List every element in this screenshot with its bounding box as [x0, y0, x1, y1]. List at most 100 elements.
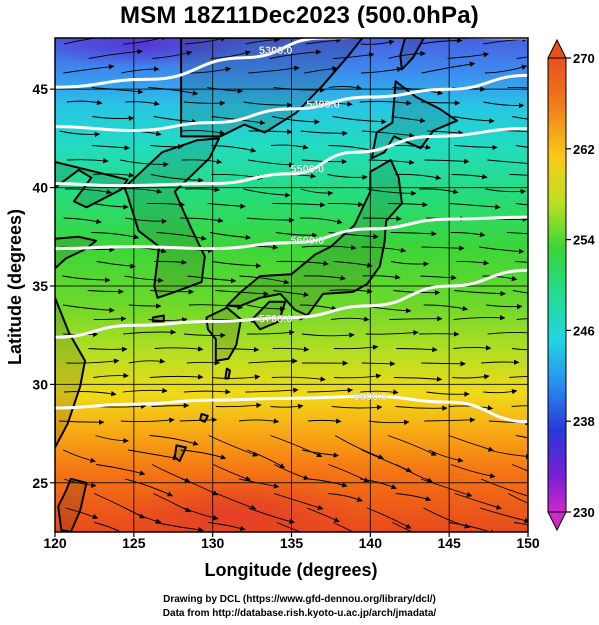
shikoku-coast [251, 300, 287, 331]
tanegashima-coast [224, 367, 231, 380]
wind-streamline [150, 289, 195, 295]
wind-streamline [420, 38, 463, 45]
wind-streamline [239, 418, 280, 424]
wind-streamline [334, 435, 384, 460]
wind-streamline [453, 315, 506, 321]
wind-streamline [248, 507, 295, 524]
wind-streamline [120, 159, 169, 168]
wind-streamline [148, 317, 188, 323]
wind-streamline [393, 376, 443, 382]
wind-streamline [66, 358, 120, 364]
wind-streamline [484, 64, 528, 74]
wind-streamline [150, 174, 204, 183]
wind-streamline [362, 274, 401, 280]
wind-streamline [361, 449, 412, 473]
wind-streamline [59, 130, 101, 138]
wind-streamline [388, 50, 426, 59]
wind-streamline [421, 361, 466, 367]
wind-streamline [64, 188, 112, 195]
wind-streamline [185, 186, 220, 193]
wind-streamline [149, 435, 199, 446]
colorbar-tick-label: 254 [573, 233, 595, 248]
wind-streamline [328, 84, 363, 91]
wind-streamline [307, 418, 342, 424]
wind-streamline [93, 316, 127, 322]
wind-streamline [248, 159, 295, 168]
height-contour-line [55, 38, 528, 89]
wind-streamline [479, 507, 528, 524]
wind-streamline [128, 449, 179, 461]
wind-streamline [215, 346, 260, 353]
wind-streamline [88, 48, 143, 59]
wind-streamline [180, 217, 224, 223]
wind-streamline [212, 261, 262, 269]
wind-streamline [450, 203, 501, 210]
wind-streamline [426, 391, 470, 397]
wind-streamline [124, 275, 164, 284]
wind-streamline [333, 261, 373, 268]
colorbar-tick-label: 270 [573, 51, 595, 66]
wind-streamline [154, 346, 204, 352]
okinawa-coast [173, 444, 187, 463]
korea-coast [123, 137, 220, 299]
wind-streamline [361, 66, 403, 74]
wind-streamline [329, 288, 373, 294]
wind-streamline [367, 188, 417, 197]
wind-streamline [62, 275, 111, 283]
jeju-coast [151, 314, 165, 323]
wind-streamline [248, 129, 293, 135]
height-contour-label: 5800.0 [354, 391, 388, 403]
wind-streamline [121, 66, 160, 74]
wind-streamline [390, 261, 429, 267]
wind-streamline [149, 374, 204, 380]
wind-streamline [93, 372, 129, 379]
wind-streamline [387, 435, 437, 456]
wind-streamline [516, 56, 528, 59]
wind-streamline [123, 329, 177, 335]
wind-streamline [421, 245, 465, 251]
wind-streamline [245, 387, 299, 393]
wind-streamline [419, 188, 459, 195]
wind-streamline [511, 405, 528, 407]
wind-streamline [361, 361, 396, 367]
wind-streamline [207, 203, 246, 209]
wind-streamline [151, 402, 190, 409]
wind-streamline [392, 144, 432, 150]
wind-streamline [180, 129, 226, 136]
wind-streamline [301, 244, 357, 251]
wind-streamline [128, 303, 162, 309]
wind-streamline [276, 260, 329, 267]
wind-streamline [273, 290, 310, 298]
wind-streamline [183, 100, 226, 106]
wind-streamline [420, 274, 457, 281]
wind-streamline [511, 464, 528, 472]
wind-streamline [208, 435, 259, 457]
wind-streamline [327, 174, 368, 181]
wind-streamline [480, 478, 528, 497]
wind-streamline [362, 215, 402, 222]
wind-streamline [300, 188, 334, 196]
wind-streamline [516, 318, 528, 320]
footer-credits: Drawing by DCL (https://www.gfd-dennou.o… [0, 593, 599, 621]
wind-streamline [368, 419, 410, 426]
wind-streamline [125, 100, 160, 106]
wind-streamline [515, 145, 528, 148]
colorbar-body [547, 57, 567, 513]
wind-streamline [299, 217, 343, 225]
wind-streamline [211, 374, 261, 380]
colorbar-tick-label: 246 [573, 323, 595, 338]
wind-streamline [481, 359, 520, 365]
wind-streamline [87, 288, 124, 295]
wind-streamline [330, 316, 370, 322]
colorbar-bottom-arrow [547, 511, 567, 532]
chart-title: MSM 18Z11Dec2023 (500.0hPa) [120, 2, 479, 29]
wind-streamline [91, 145, 130, 151]
wind-streamline [207, 87, 244, 94]
wind-streamline [299, 304, 338, 311]
wind-streamline [362, 130, 415, 138]
wind-streamline [66, 157, 109, 164]
lon-tick-label: 125 [122, 535, 146, 551]
wind-streamline [389, 315, 443, 322]
height-contour-label: 5400.0 [306, 99, 340, 111]
wind-streamline [509, 375, 528, 378]
